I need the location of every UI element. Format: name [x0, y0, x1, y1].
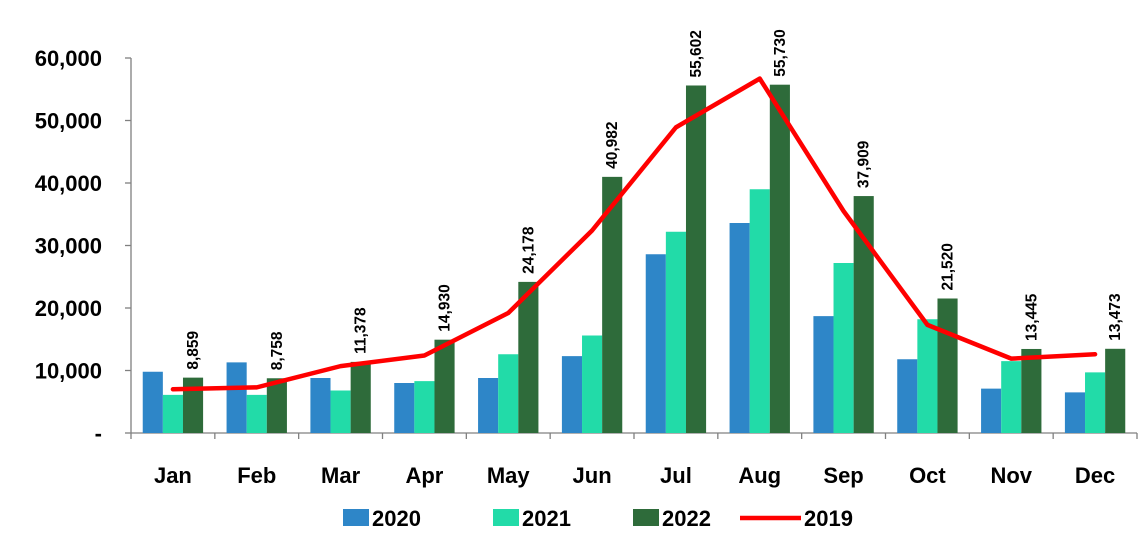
bar-2022-mar: [350, 361, 371, 433]
x-tick-label: Nov: [990, 463, 1032, 488]
bar-2021-oct: [917, 319, 938, 433]
x-tick-label: Oct: [909, 463, 946, 488]
bar-2021-dec: [1085, 372, 1106, 433]
legend-item-2020: 2020: [343, 506, 421, 531]
data-label: 21,520: [940, 243, 957, 290]
bar-2022-feb: [266, 378, 287, 433]
bar-2020-jun: [561, 356, 583, 433]
bar-2020-dec: [1064, 392, 1086, 433]
bar-2021-mar: [330, 390, 351, 433]
line-series: [170, 76, 1098, 392]
legend-swatch: [343, 509, 369, 526]
legend-item-2022: 2022: [633, 506, 711, 531]
data-label: 37,909: [856, 140, 873, 188]
line-2019: [170, 76, 1098, 392]
data-label: 8,859: [185, 330, 202, 369]
bar-2022-aug: [769, 84, 790, 433]
bar-2022-oct: [937, 298, 958, 433]
data-labels: 8,859 8,758 11,378 14,930 24,178 40,982 55,602…: [185, 29, 1124, 370]
bar-2022-jan: [182, 377, 204, 433]
bar-2020-aug: [729, 223, 750, 433]
legend-label: 2019: [804, 506, 853, 531]
bar-2021-aug: [749, 189, 770, 433]
x-tick-label: Mar: [321, 463, 361, 488]
bar-2020-jul: [645, 254, 666, 433]
legend: 2020 2021 2022 2019: [343, 506, 853, 531]
y-tick-label: 60,000: [35, 46, 102, 71]
x-tick-label: May: [487, 463, 531, 488]
bar-2022-jul: [685, 85, 707, 434]
x-tick-label: Jun: [573, 463, 612, 488]
bar-2021-apr: [414, 381, 435, 433]
x-tick-label: Apr: [405, 463, 443, 488]
bar-2022-nov: [1021, 348, 1042, 433]
bar-2020-oct: [897, 359, 918, 433]
x-tick-label: Sep: [823, 463, 863, 488]
legend-label: 2020: [372, 506, 421, 531]
bar-2022-jun: [602, 176, 623, 434]
bar-2022-apr: [434, 339, 455, 433]
x-tick-label: Jan: [154, 463, 192, 488]
bar-2022-may: [518, 281, 539, 433]
bar-2020-apr: [394, 383, 415, 433]
bar-2020-may: [478, 378, 499, 433]
data-label: 8,758: [269, 331, 286, 370]
data-label: 55,602: [688, 30, 705, 77]
y-tick-label: 20,000: [35, 296, 102, 321]
bar-2021-jun: [582, 335, 603, 433]
x-tick-label: Jul: [660, 463, 692, 488]
data-label: 55,730: [772, 29, 789, 76]
bar-2021-feb: [246, 394, 267, 433]
data-label: 14,930: [437, 284, 454, 331]
legend-item-2019: 2019: [740, 506, 853, 531]
bar-2020-jan: [142, 371, 163, 433]
legend-label: 2021: [522, 506, 571, 531]
x-tick-label: Aug: [738, 463, 781, 488]
x-tick-label: Dec: [1075, 463, 1115, 488]
y-tick-label: 40,000: [35, 171, 102, 196]
bar-2021-jan: [162, 394, 183, 433]
bar-2021-nov: [1001, 361, 1022, 433]
bar-2020-nov: [981, 388, 1002, 433]
bar-2021-jul: [665, 231, 686, 433]
data-label: 11,378: [353, 307, 370, 354]
bar-2021-may: [498, 354, 519, 433]
y-tick-label: 10,000: [35, 359, 102, 384]
y-tick-label: -: [95, 421, 102, 446]
x-tick-label: Feb: [237, 463, 276, 488]
bars: [142, 84, 1126, 434]
data-label: 13,445: [1023, 293, 1040, 341]
bar-2021-sep: [833, 263, 854, 433]
bar-2020-mar: [310, 378, 331, 433]
data-label: 13,473: [1107, 293, 1124, 341]
y-tick-label: 30,000: [35, 234, 102, 259]
legend-item-2021: 2021: [493, 506, 571, 531]
axes: - 10,000 20,000 30,000 40,000 50,000 60,000 Jan…: [35, 46, 1138, 488]
data-label: 40,982: [604, 121, 621, 168]
data-label: 24,178: [520, 226, 537, 274]
y-tick-label: 50,000: [35, 109, 102, 134]
legend-swatch: [493, 509, 519, 526]
bar-2022-sep: [853, 196, 874, 433]
bar-2022-dec: [1105, 348, 1126, 433]
bar-2020-feb: [226, 362, 247, 433]
legend-swatch: [633, 509, 659, 526]
legend-label: 2022: [662, 506, 711, 531]
bar-2020-sep: [813, 316, 834, 433]
